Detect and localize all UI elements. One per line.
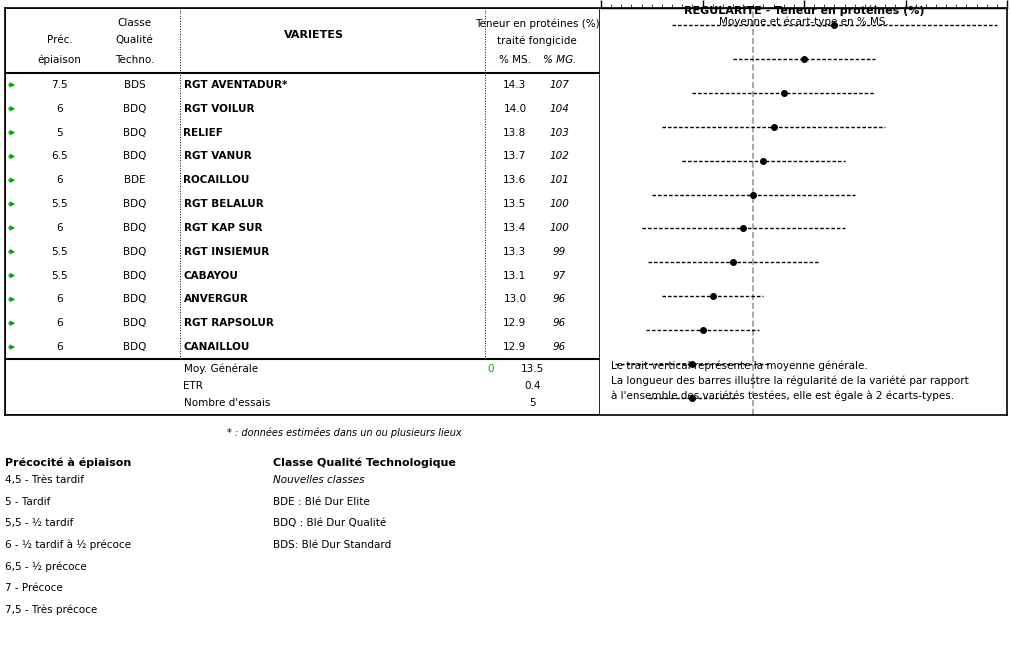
Text: 7.5: 7.5 [52, 80, 68, 90]
Text: BDQ: BDQ [123, 246, 147, 257]
Text: BDQ: BDQ [123, 128, 147, 138]
Text: 101: 101 [550, 175, 569, 185]
Text: BDS: Blé Dur Standard: BDS: Blé Dur Standard [273, 540, 391, 550]
Text: Le trait vertical représente la moyenne générale.: Le trait vertical représente la moyenne … [611, 360, 867, 370]
Text: 96: 96 [553, 318, 566, 328]
Text: 6: 6 [57, 223, 63, 233]
Text: 6: 6 [57, 318, 63, 328]
Text: RGT VOILUR: RGT VOILUR [184, 104, 254, 113]
Text: 5: 5 [57, 128, 63, 138]
Text: 13.1: 13.1 [503, 271, 527, 280]
Text: Préc.: Préc. [47, 35, 73, 45]
Text: 12.9: 12.9 [503, 342, 527, 352]
Text: BDQ: BDQ [123, 271, 147, 280]
Text: 96: 96 [553, 295, 566, 304]
Text: 5: 5 [530, 398, 536, 408]
Text: 13.6: 13.6 [503, 175, 527, 185]
Text: % MS.: % MS. [498, 55, 531, 65]
Text: 14.3: 14.3 [503, 80, 527, 90]
Text: 103: 103 [550, 128, 569, 138]
Text: CABAYOU: CABAYOU [184, 271, 239, 280]
Text: Nouvelles classes: Nouvelles classes [273, 475, 365, 485]
Text: 12.9: 12.9 [503, 318, 527, 328]
Text: 5.5: 5.5 [52, 246, 68, 257]
Text: BDQ: BDQ [123, 223, 147, 233]
Text: ETR: ETR [184, 381, 203, 391]
Text: Qualité: Qualité [116, 35, 154, 45]
Text: 7 - Précoce: 7 - Précoce [5, 583, 63, 593]
Text: 6,5 - ½ précoce: 6,5 - ½ précoce [5, 561, 87, 572]
Text: BDQ: BDQ [123, 199, 147, 209]
Text: 6.5: 6.5 [52, 151, 68, 162]
Text: 5.5: 5.5 [52, 199, 68, 209]
Text: Moy. Générale: Moy. Générale [184, 364, 258, 374]
Text: 5,5 - ½ tardif: 5,5 - ½ tardif [5, 518, 74, 528]
Text: 7,5 - Très précoce: 7,5 - Très précoce [5, 604, 97, 615]
Text: REGULARITE - Teneur en protéines (%): REGULARITE - Teneur en protéines (%) [683, 5, 924, 16]
Text: BDQ: BDQ [123, 151, 147, 162]
Text: CANAILLOU: CANAILLOU [184, 342, 250, 352]
Text: BDE : Blé Dur Elite: BDE : Blé Dur Elite [273, 497, 370, 507]
Text: % MG.: % MG. [543, 55, 576, 65]
Text: BDQ: BDQ [123, 318, 147, 328]
Text: La longueur des barres illustre la régularité de la variété par rapport: La longueur des barres illustre la régul… [611, 376, 969, 387]
Text: ROCAILLOU: ROCAILLOU [184, 175, 250, 185]
Text: * : données estimées dans un ou plusieurs lieux: * : données estimées dans un ou plusieur… [227, 427, 462, 437]
Text: 102: 102 [550, 151, 569, 162]
Text: 6 - ½ tardif à ½ précoce: 6 - ½ tardif à ½ précoce [5, 540, 131, 550]
Text: 97: 97 [553, 271, 566, 280]
Text: Classe Qualité Technologique: Classe Qualité Technologique [273, 457, 456, 467]
Text: 14.0: 14.0 [503, 104, 527, 113]
Text: 6: 6 [57, 175, 63, 185]
Text: 100: 100 [550, 199, 569, 209]
Text: RGT INSIEMUR: RGT INSIEMUR [184, 246, 269, 257]
Text: Techno.: Techno. [115, 55, 155, 65]
Text: BDQ: BDQ [123, 104, 147, 113]
Text: BDS: BDS [123, 80, 146, 90]
Text: 13.5: 13.5 [521, 364, 544, 374]
Text: BDQ: BDQ [123, 295, 147, 304]
Text: RGT AVENTADUR*: RGT AVENTADUR* [184, 80, 287, 90]
Text: 0.4: 0.4 [525, 381, 541, 391]
Text: Moyenne et écart-type en % MS.: Moyenne et écart-type en % MS. [719, 17, 889, 27]
Text: Classe: Classe [117, 18, 152, 28]
Text: VARIETES: VARIETES [284, 30, 345, 40]
Text: 104: 104 [550, 104, 569, 113]
Text: 4,5 - Très tardif: 4,5 - Très tardif [5, 475, 84, 485]
Text: RGT BELALUR: RGT BELALUR [184, 199, 263, 209]
Text: 6: 6 [57, 104, 63, 113]
Text: Précocité à épiaison: Précocité à épiaison [5, 457, 131, 467]
Text: 13.0: 13.0 [503, 295, 527, 304]
Text: 0: 0 [488, 364, 494, 374]
Text: 13.4: 13.4 [503, 223, 527, 233]
Text: 107: 107 [550, 80, 569, 90]
Text: 6: 6 [57, 342, 63, 352]
Text: traité fongicide: traité fongicide [497, 35, 577, 46]
Text: 5 - Tardif: 5 - Tardif [5, 497, 51, 507]
Text: 13.8: 13.8 [503, 128, 527, 138]
Text: 5.5: 5.5 [52, 271, 68, 280]
Text: 100: 100 [550, 223, 569, 233]
Text: Nombre d'essais: Nombre d'essais [184, 398, 270, 408]
Text: BDQ : Blé Dur Qualité: BDQ : Blé Dur Qualité [273, 518, 386, 528]
Text: 99: 99 [553, 246, 566, 257]
Text: à l'ensemble des variétés testées, elle est égale à 2 écarts-types.: à l'ensemble des variétés testées, elle … [611, 390, 954, 401]
Text: RGT RAPSOLUR: RGT RAPSOLUR [184, 318, 273, 328]
Text: 96: 96 [553, 342, 566, 352]
Text: épiaison: épiaison [37, 55, 82, 65]
Text: RELIEF: RELIEF [184, 128, 223, 138]
Text: 13.7: 13.7 [503, 151, 527, 162]
Text: 13.5: 13.5 [503, 199, 527, 209]
Text: 6: 6 [57, 295, 63, 304]
Text: 13.3: 13.3 [503, 246, 527, 257]
Text: BDE: BDE [124, 175, 146, 185]
Text: Teneur en protéines (%): Teneur en protéines (%) [475, 18, 600, 29]
Text: BDQ: BDQ [123, 342, 147, 352]
Text: RGT VANUR: RGT VANUR [184, 151, 252, 162]
Text: ANVERGUR: ANVERGUR [184, 295, 249, 304]
Text: RGT KAP SUR: RGT KAP SUR [184, 223, 262, 233]
